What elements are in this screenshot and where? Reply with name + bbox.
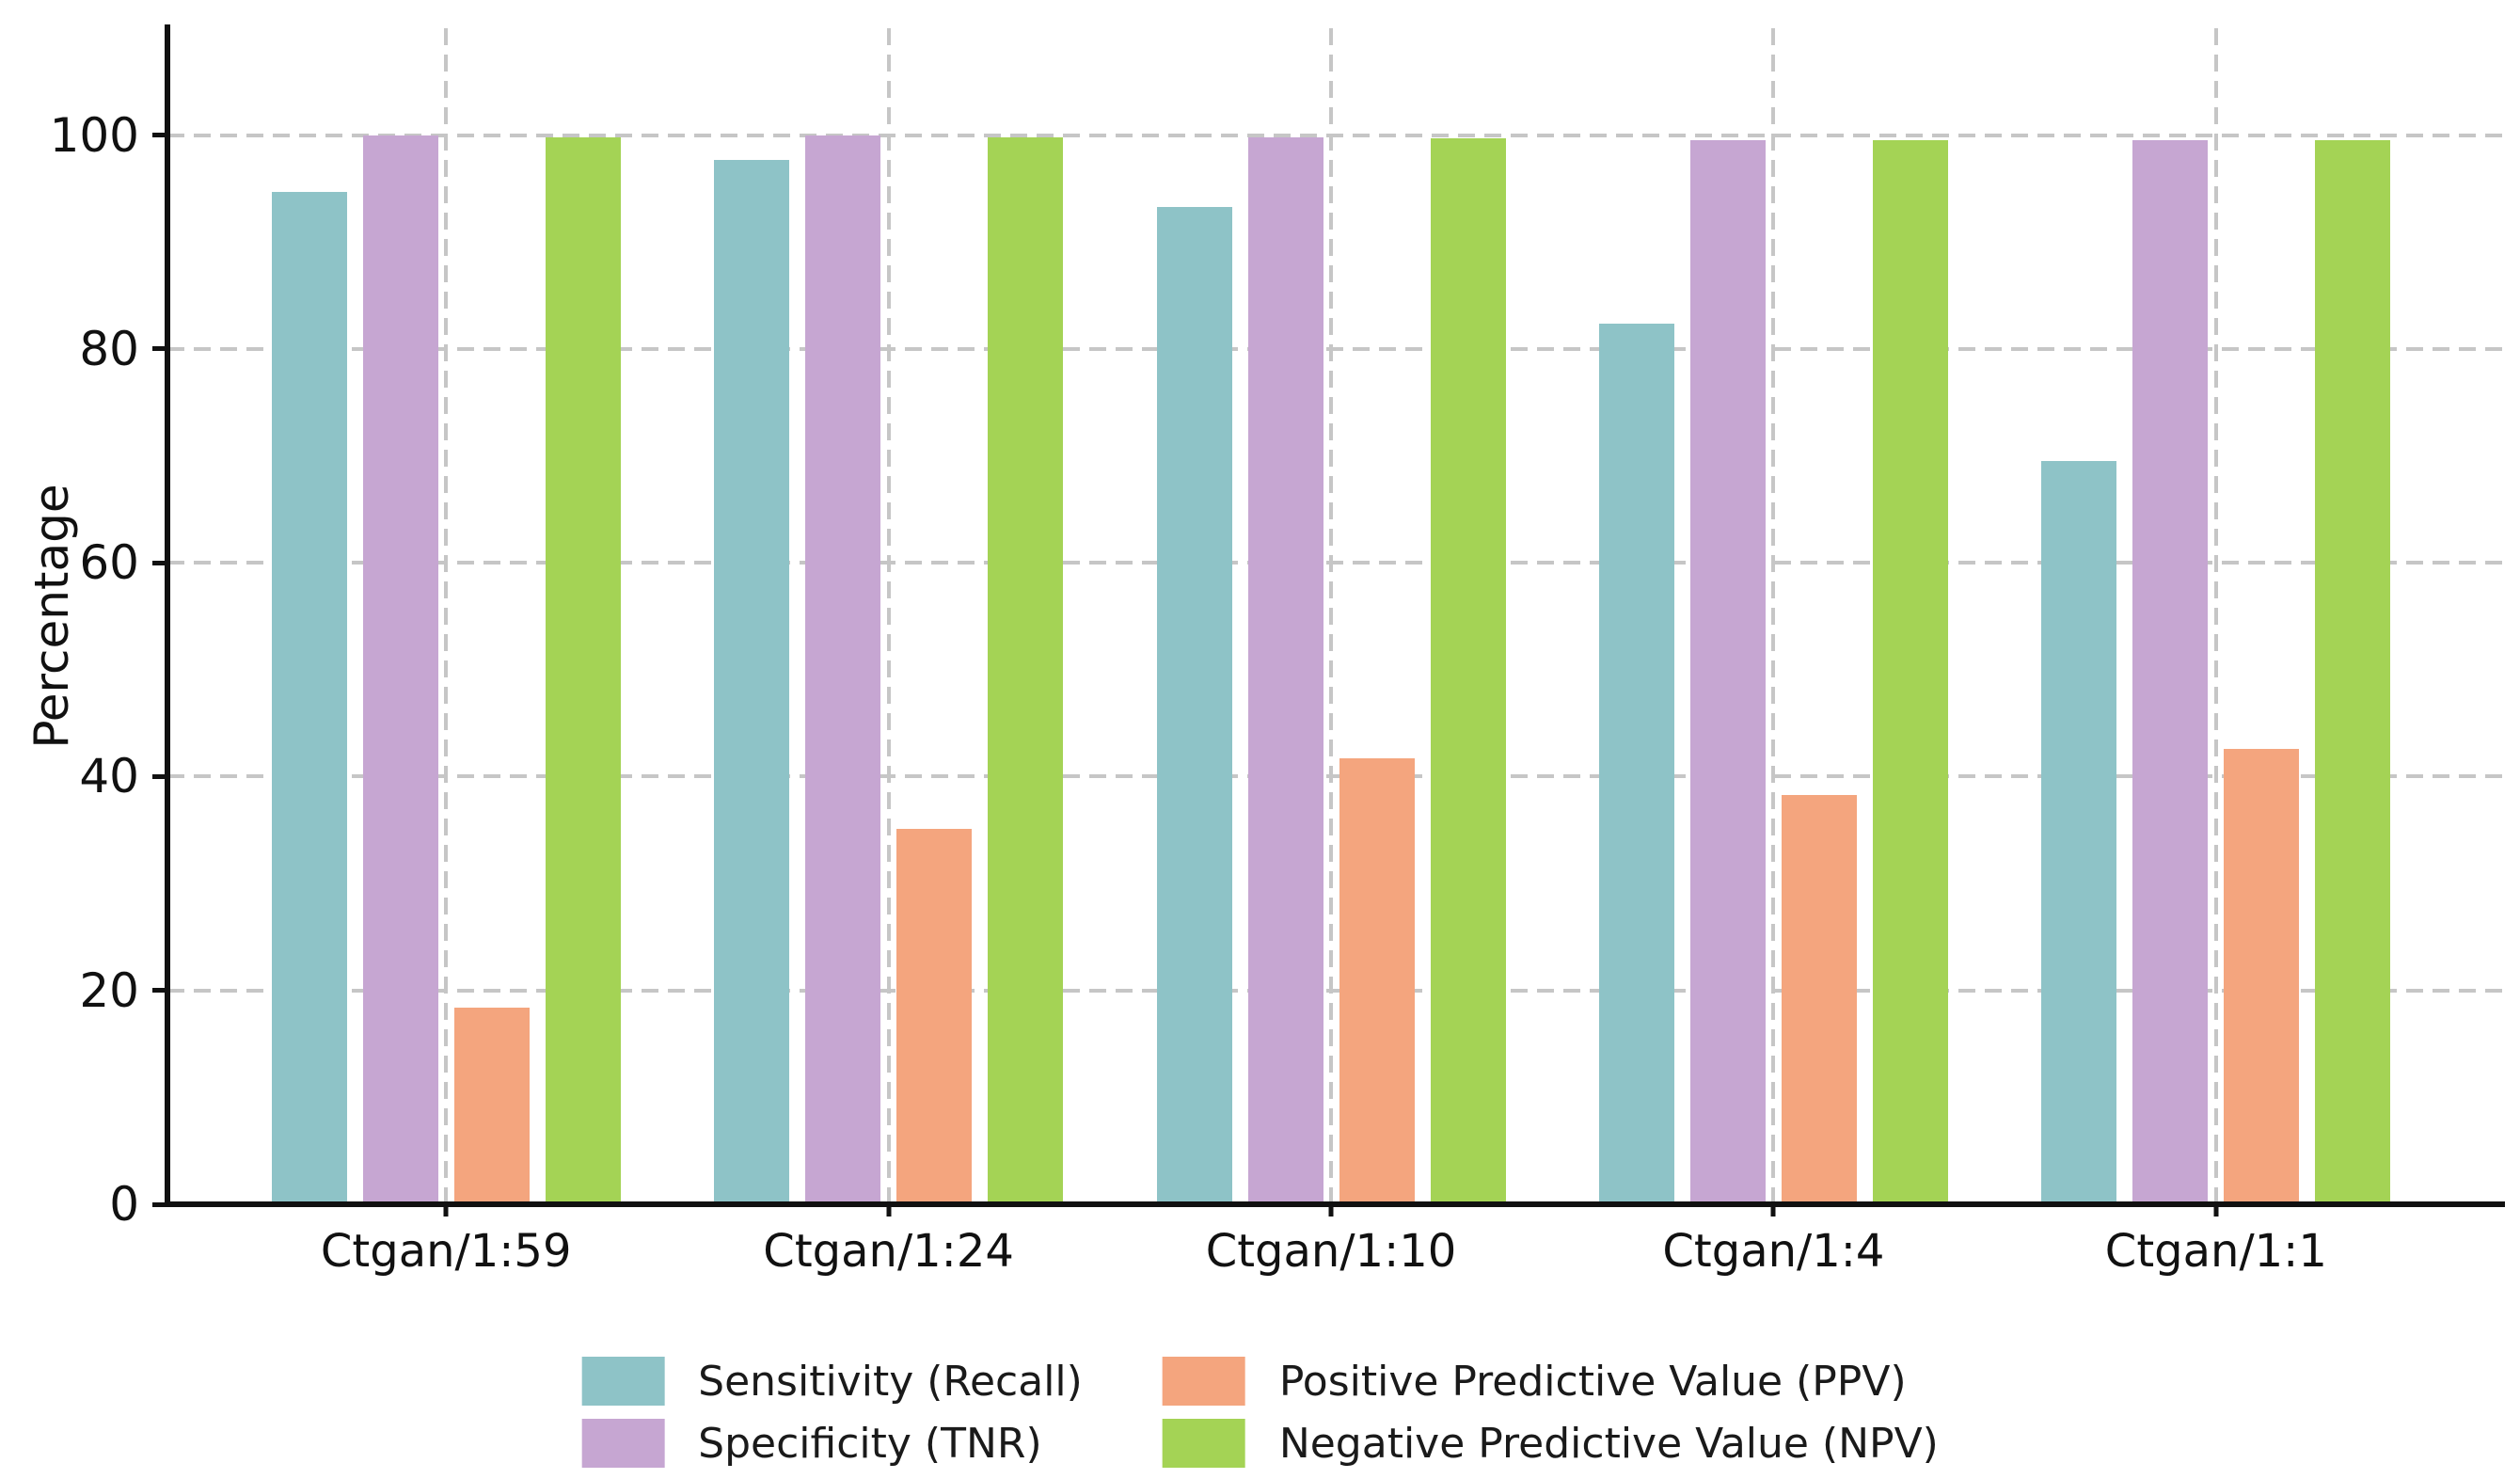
y-tick-60: [152, 560, 165, 565]
x-tick-label-ctgan-1-10: Ctgan/1:10: [1205, 1225, 1457, 1278]
y-tick-label-20: 20: [79, 962, 139, 1018]
bar-sensitivity-recall-ctgan-1-59: [271, 191, 347, 1204]
y-gridline-80: [167, 346, 2502, 351]
y-tick-label-100: 100: [49, 107, 139, 163]
y-tick-label-0: 0: [109, 1177, 139, 1232]
legend-item-sensitivity-recall: Sensitivity (Recall): [581, 1357, 1083, 1406]
bar-negative-predictive-value-npv-ctgan-1-10: [1430, 138, 1506, 1204]
x-gridline-ctgan-1-24: [886, 28, 891, 1204]
bar-negative-predictive-value-npv-ctgan-1-24: [988, 136, 1064, 1204]
legend-swatch-positive-predictive-value-ppv: [1162, 1357, 1245, 1406]
y-tick-label-40: 40: [79, 749, 139, 804]
bar-negative-predictive-value-npv-ctgan-1-1: [2315, 140, 2391, 1204]
y-gridline-60: [167, 561, 2502, 565]
legend-label-sensitivity-recall: Sensitivity (Recall): [698, 1357, 1083, 1406]
legend-label-specificity-tnr: Specificity (TNR): [698, 1419, 1042, 1468]
bar-specificity-tnr-ctgan-1-10: [1247, 136, 1323, 1204]
bar-positive-predictive-value-ppv-ctgan-1-1: [2224, 748, 2300, 1204]
x-tick-ctgan-1-1: [2213, 1204, 2219, 1217]
category-group-ctgan-1-10: Ctgan/1:10: [1110, 28, 1552, 1278]
x-tick-label-ctgan-1-24: Ctgan/1:24: [763, 1225, 1014, 1278]
y-gridline-20: [167, 988, 2502, 993]
x-gridline-ctgan-1-10: [1329, 28, 1334, 1204]
y-gridline-40: [167, 774, 2502, 779]
category-group-ctgan-1-59: Ctgan/1:59: [225, 28, 667, 1278]
y-tick-80: [152, 346, 165, 352]
y-tick-0: [152, 1201, 165, 1207]
bars-ctgan-1-10: [1110, 28, 1552, 1204]
x-tick-ctgan-1-24: [886, 1204, 892, 1217]
x-tick-label-ctgan-1-1: Ctgan/1:1: [2104, 1225, 2327, 1278]
y-gridline-100: [167, 133, 2502, 137]
legend-item-positive-predictive-value-ppv: Positive Predictive Value (PPV): [1162, 1357, 1939, 1406]
bar-sensitivity-recall-ctgan-1-4: [1598, 323, 1674, 1204]
bar-positive-predictive-value-ppv-ctgan-1-4: [1781, 794, 1857, 1204]
bar-specificity-tnr-ctgan-1-59: [362, 135, 438, 1204]
category-group-ctgan-1-4: Ctgan/1:4: [1552, 28, 1994, 1278]
y-tick-label-80: 80: [79, 321, 139, 376]
legend-label-positive-predictive-value-ppv: Positive Predictive Value (PPV): [1278, 1357, 1907, 1406]
legend-item-negative-predictive-value-npv: Negative Predictive Value (NPV): [1162, 1419, 1939, 1468]
bars-ctgan-1-4: [1552, 28, 1994, 1204]
bar-positive-predictive-value-ppv-ctgan-1-24: [896, 829, 973, 1204]
bottom-axis-spine: [165, 1201, 2505, 1207]
bar-positive-predictive-value-ppv-ctgan-1-59: [453, 1007, 530, 1204]
y-tick-label-60: 60: [79, 535, 139, 591]
bar-specificity-tnr-ctgan-1-24: [805, 135, 881, 1204]
y-axis-title: Percentage: [24, 484, 79, 749]
legend: Sensitivity (Recall) Positive Predictive …: [581, 1357, 1939, 1468]
x-tick-ctgan-1-10: [1328, 1204, 1334, 1217]
bars-ctgan-1-24: [667, 28, 1109, 1204]
bars-ctgan-1-59: [225, 28, 667, 1204]
bar-positive-predictive-value-ppv-ctgan-1-10: [1339, 758, 1415, 1204]
x-tick-label-ctgan-1-59: Ctgan/1:59: [320, 1225, 572, 1278]
x-gridline-ctgan-1-1: [2213, 28, 2218, 1204]
y-tick-100: [152, 133, 165, 138]
bar-sensitivity-recall-ctgan-1-24: [714, 159, 790, 1204]
legend-label-negative-predictive-value-npv: Negative Predictive Value (NPV): [1278, 1419, 1939, 1468]
x-gridline-ctgan-1-59: [444, 28, 449, 1204]
category-group-ctgan-1-1: Ctgan/1:1: [1995, 28, 2437, 1278]
left-axis-spine: [165, 24, 170, 1207]
y-tick-40: [152, 773, 165, 779]
bar-sensitivity-recall-ctgan-1-1: [2041, 461, 2117, 1204]
x-gridline-ctgan-1-4: [1771, 28, 1776, 1204]
y-tick-20: [152, 988, 165, 994]
x-tick-ctgan-1-4: [1770, 1204, 1776, 1217]
bar-negative-predictive-value-npv-ctgan-1-4: [1872, 140, 1948, 1204]
x-tick-ctgan-1-59: [443, 1204, 449, 1217]
legend-swatch-sensitivity-recall: [581, 1357, 665, 1406]
bar-groups-layer: Ctgan/1:59 Ctgan/1:24 Ctgan/1:10 Ctgan/1:4 C…: [225, 28, 2437, 1278]
bar-negative-predictive-value-npv-ctgan-1-59: [545, 136, 621, 1204]
plot-area: Ctgan/1:59 Ctgan/1:24 Ctgan/1:10 Ctgan/1:4 C…: [50, 24, 2505, 1278]
legend-item-specificity-tnr: Specificity (TNR): [581, 1419, 1083, 1468]
bar-specificity-tnr-ctgan-1-4: [1689, 140, 1766, 1204]
bar-specificity-tnr-ctgan-1-1: [2132, 140, 2209, 1204]
category-group-ctgan-1-24: Ctgan/1:24: [667, 28, 1109, 1278]
legend-swatch-negative-predictive-value-npv: [1162, 1419, 1245, 1468]
bar-sensitivity-recall-ctgan-1-10: [1156, 206, 1232, 1204]
x-tick-label-ctgan-1-4: Ctgan/1:4: [1662, 1225, 1885, 1278]
legend-swatch-specificity-tnr: [581, 1419, 665, 1468]
bars-ctgan-1-1: [1995, 28, 2437, 1204]
